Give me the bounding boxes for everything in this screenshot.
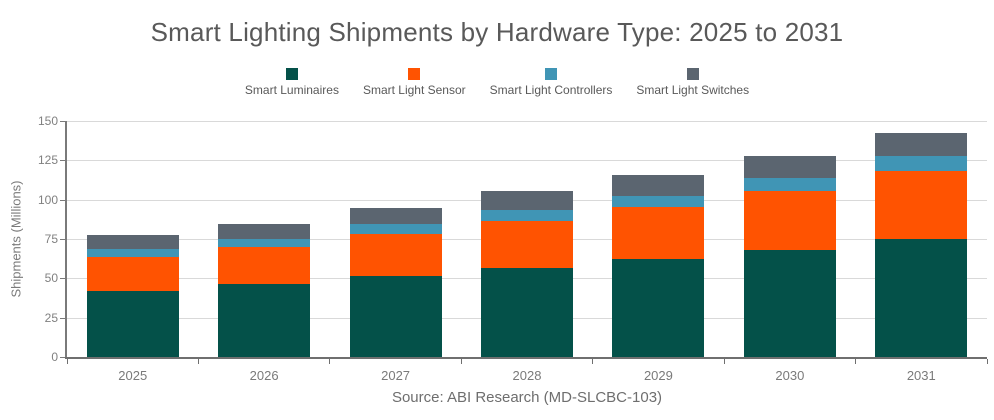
y-axis-tick-label: 150 xyxy=(37,114,58,128)
y-axis-tick-label: 125 xyxy=(37,153,58,168)
bar-segment-smart-light-switches-2025[interactable] xyxy=(86,235,179,250)
bar-2030[interactable] xyxy=(743,156,836,357)
x-axis-tick-mark xyxy=(986,359,988,364)
y-axis-tick-label: 0 xyxy=(51,350,58,364)
bar-segment-smart-light-controllers-2028[interactable] xyxy=(481,209,573,221)
x-axis-label-2027: 2027 xyxy=(381,368,411,383)
bar-segment-smart-luminaires-2028[interactable] xyxy=(481,268,573,357)
legend-swatch-smart-light-switches xyxy=(686,68,699,80)
x-axis-tick-mark xyxy=(592,359,594,364)
x-axis-label-2028: 2028 xyxy=(512,368,542,383)
bar-2025[interactable] xyxy=(86,235,179,357)
x-axis-tick-mark xyxy=(460,359,462,364)
x-axis-label-2029: 2029 xyxy=(643,368,673,383)
x-axis-tick-mark xyxy=(197,359,199,364)
bar-segment-smart-light-switches-2026[interactable] xyxy=(218,224,311,240)
bar-2028[interactable] xyxy=(481,191,573,357)
bar-segment-smart-luminaires-2029[interactable] xyxy=(612,258,705,357)
x-axis-tick-mark xyxy=(66,359,68,364)
legend-label: Smart Light Sensor xyxy=(362,83,466,97)
chart-title: Smart Lighting Shipments by Hardware Typ… xyxy=(150,17,844,47)
bar-segment-smart-light-controllers-2029[interactable] xyxy=(612,195,705,207)
bar-2026[interactable] xyxy=(218,224,311,357)
x-axis-line xyxy=(65,357,987,359)
bar-segment-smart-light-controllers-2026[interactable] xyxy=(218,239,311,247)
legend-item-smart-luminaires[interactable]: Smart Luminaires xyxy=(245,68,339,97)
bar-segment-smart-light-sensor-2028[interactable] xyxy=(481,220,573,269)
bar-segment-smart-luminaires-2025[interactable] xyxy=(86,290,179,357)
gridline-125 xyxy=(67,160,987,162)
bar-segment-smart-luminaires-2026[interactable] xyxy=(218,283,311,357)
bar-segment-smart-light-switches-2031[interactable] xyxy=(875,132,968,157)
legend-item-smart-light-controllers[interactable]: Smart Light Controllers xyxy=(489,68,613,97)
bar-segment-smart-light-switches-2027[interactable] xyxy=(349,207,442,225)
bar-segment-smart-light-switches-2030[interactable] xyxy=(743,156,836,179)
y-axis-tick-mark xyxy=(60,357,65,358)
y-axis-tick-mark xyxy=(60,317,65,319)
bar-segment-smart-luminaires-2027[interactable] xyxy=(349,275,442,357)
chart-legend: Smart Luminaires Smart Light Sensor Smart … xyxy=(0,68,994,97)
bar-segment-smart-luminaires-2030[interactable] xyxy=(743,250,836,357)
bar-segment-smart-light-controllers-2027[interactable] xyxy=(349,224,442,234)
bar-2029[interactable] xyxy=(612,174,705,357)
plot-area xyxy=(67,121,987,357)
source-caption: Source: ABI Research (MD-SLCBC-103) xyxy=(391,389,663,406)
bar-segment-smart-light-switches-2028[interactable] xyxy=(481,191,573,210)
bar-segment-smart-light-sensor-2030[interactable] xyxy=(743,191,836,251)
bar-2031[interactable] xyxy=(875,132,968,357)
legend-item-smart-light-sensor[interactable]: Smart Light Sensor xyxy=(363,68,466,97)
x-axis-tick-mark xyxy=(723,359,725,364)
legend-item-smart-light-switches[interactable]: Smart Light Switches xyxy=(636,68,749,97)
x-axis-tick-mark xyxy=(855,359,857,364)
y-axis-tick-mark xyxy=(60,239,65,240)
bar-segment-smart-light-sensor-2027[interactable] xyxy=(349,233,442,276)
y-axis-tick-label: 25 xyxy=(44,310,58,325)
bar-segment-smart-light-controllers-2025[interactable] xyxy=(86,249,179,258)
legend-swatch-smart-light-sensor xyxy=(408,68,421,80)
bar-segment-smart-light-sensor-2029[interactable] xyxy=(612,206,705,259)
legend-swatch-smart-luminaires xyxy=(285,68,298,80)
bar-segment-smart-light-controllers-2030[interactable] xyxy=(743,178,836,192)
y-axis-tick-mark xyxy=(60,160,65,162)
bar-segment-smart-light-sensor-2026[interactable] xyxy=(218,246,311,284)
y-axis-tick-label: 75 xyxy=(44,232,58,246)
y-axis-tick-mark xyxy=(60,278,65,280)
bar-2027[interactable] xyxy=(349,207,442,357)
bar-segment-smart-light-sensor-2031[interactable] xyxy=(875,170,968,239)
legend-swatch-smart-light-controllers xyxy=(545,68,558,80)
bar-segment-smart-light-controllers-2031[interactable] xyxy=(875,156,968,171)
legend-label: Smart Light Controllers xyxy=(489,83,613,97)
bar-segment-smart-luminaires-2031[interactable] xyxy=(875,239,968,357)
x-axis-tick-mark xyxy=(329,359,331,364)
x-axis-label-2030: 2030 xyxy=(775,368,805,383)
y-axis-tick-label: 50 xyxy=(44,271,58,286)
y-axis-tick-mark xyxy=(60,121,65,122)
y-axis-tick-label: 100 xyxy=(37,192,58,207)
gridline-150 xyxy=(67,121,987,122)
legend-label: Smart Luminaires xyxy=(244,83,339,97)
y-axis-line xyxy=(65,121,67,359)
bar-segment-smart-light-sensor-2025[interactable] xyxy=(86,257,179,291)
x-axis-label-2026: 2026 xyxy=(249,368,279,383)
bar-segment-smart-light-switches-2029[interactable] xyxy=(612,174,705,196)
x-axis-label-2031: 2031 xyxy=(906,368,936,383)
y-axis-tick-mark xyxy=(60,199,65,201)
x-axis-label-2025: 2025 xyxy=(118,368,148,383)
legend-label: Smart Light Switches xyxy=(636,83,750,97)
